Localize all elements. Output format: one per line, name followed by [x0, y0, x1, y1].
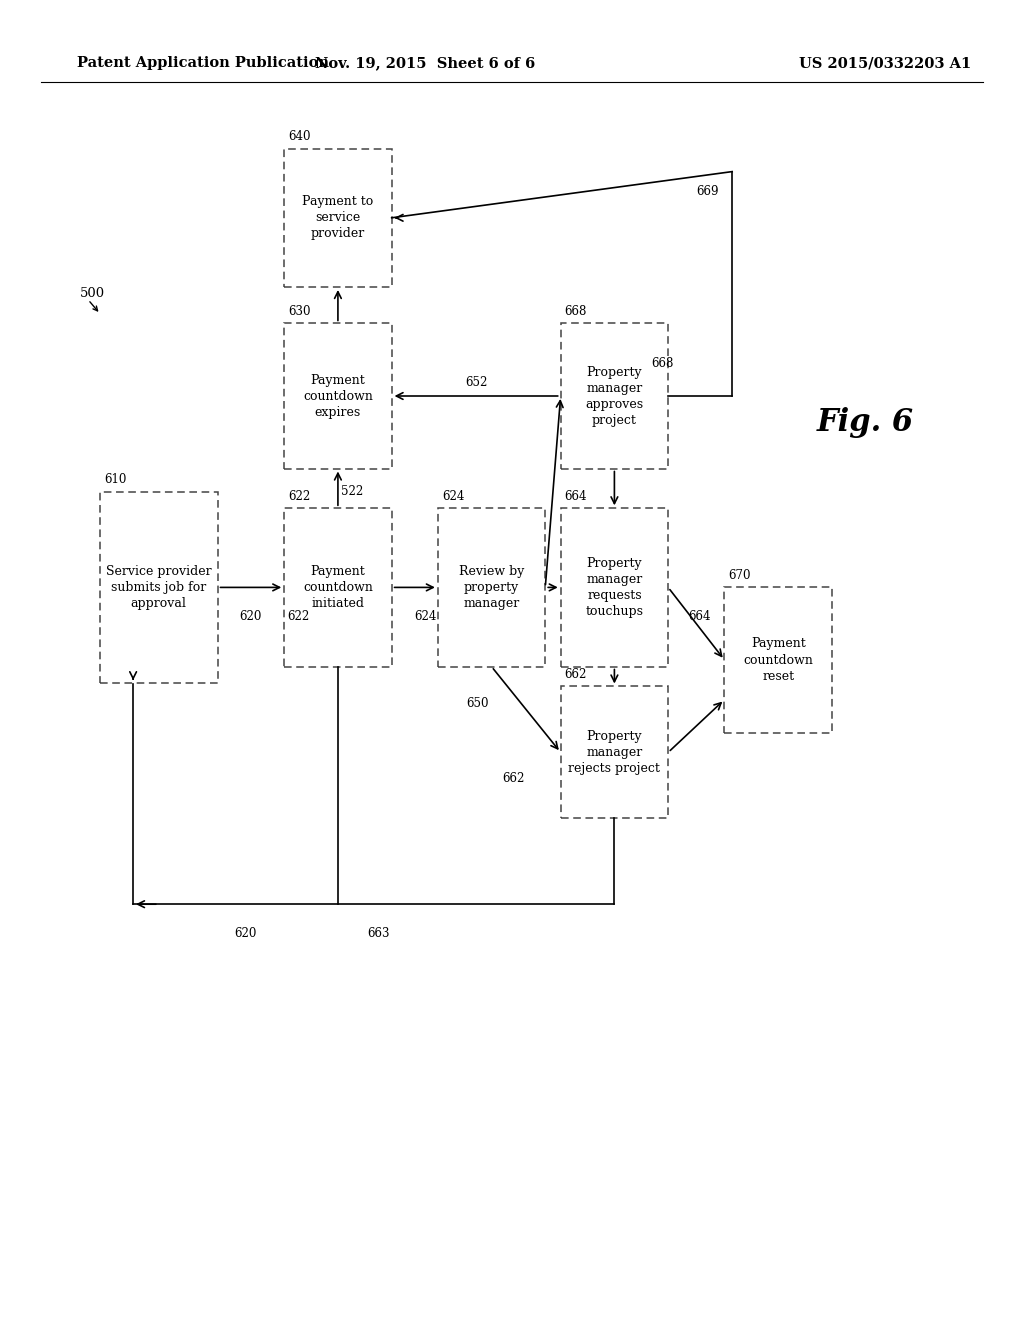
- Text: Payment
countdown
initiated: Payment countdown initiated: [303, 565, 373, 610]
- Text: Payment
countdown
expires: Payment countdown expires: [303, 374, 373, 418]
- Text: Payment
countdown
reset: Payment countdown reset: [743, 638, 813, 682]
- Text: 610: 610: [104, 474, 126, 486]
- Text: 622: 622: [289, 490, 310, 503]
- Text: 500: 500: [80, 286, 105, 300]
- Text: 630: 630: [289, 305, 310, 318]
- Text: 652: 652: [465, 376, 487, 389]
- Bar: [285, 323, 391, 469]
- Text: 664: 664: [688, 610, 711, 623]
- Bar: [561, 508, 668, 667]
- Text: 624: 624: [442, 490, 464, 503]
- Text: 662: 662: [565, 668, 587, 681]
- Bar: [100, 491, 218, 682]
- Text: US 2015/0332203 A1: US 2015/0332203 A1: [799, 57, 971, 70]
- Text: 624: 624: [414, 610, 436, 623]
- Text: 522: 522: [341, 484, 364, 498]
- Text: 669: 669: [696, 185, 719, 198]
- Text: Property
manager
rejects project: Property manager rejects project: [568, 730, 660, 775]
- Bar: [285, 508, 391, 667]
- Text: Payment to
service
provider: Payment to service provider: [302, 195, 374, 240]
- Text: 650: 650: [466, 697, 488, 710]
- Text: Property
manager
requests
touchups: Property manager requests touchups: [586, 557, 643, 618]
- Bar: [561, 323, 668, 469]
- Text: 668: 668: [651, 356, 674, 370]
- Text: 620: 620: [240, 610, 262, 623]
- Text: 670: 670: [729, 569, 751, 582]
- Text: 663: 663: [368, 927, 390, 940]
- Text: Fig. 6: Fig. 6: [817, 407, 913, 438]
- Text: 620: 620: [234, 927, 257, 940]
- Text: Service provider
submits job for
approval: Service provider submits job for approva…: [105, 565, 212, 610]
- Text: 668: 668: [565, 305, 587, 318]
- Text: 640: 640: [289, 131, 310, 144]
- Text: Review by
property
manager: Review by property manager: [459, 565, 524, 610]
- Bar: [285, 149, 391, 288]
- Text: 664: 664: [565, 490, 587, 503]
- Bar: [561, 686, 668, 818]
- Text: Property
manager
approves
project: Property manager approves project: [586, 366, 643, 426]
- Bar: [438, 508, 545, 667]
- Text: 662: 662: [502, 772, 524, 785]
- Bar: [725, 587, 831, 733]
- Text: Nov. 19, 2015  Sheet 6 of 6: Nov. 19, 2015 Sheet 6 of 6: [314, 57, 536, 70]
- Text: Patent Application Publication: Patent Application Publication: [77, 57, 329, 70]
- Text: 622: 622: [287, 610, 309, 623]
